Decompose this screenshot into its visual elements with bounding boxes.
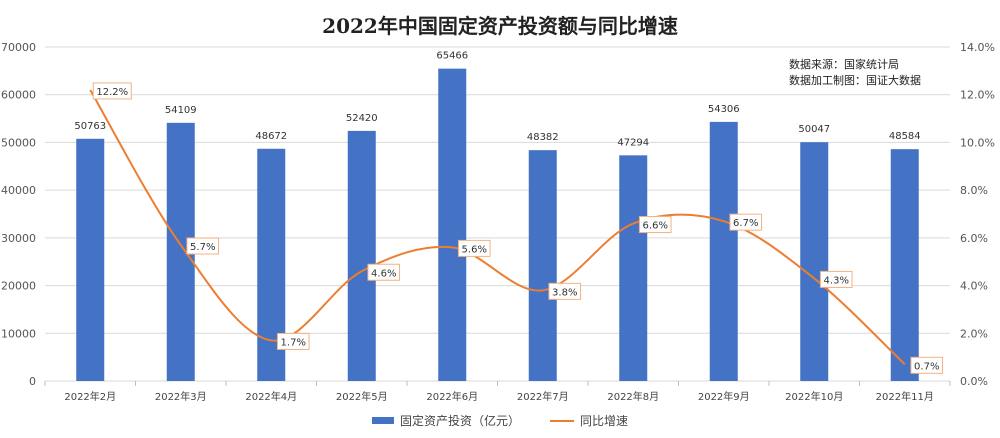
line-value-label: 1.7% xyxy=(281,337,306,348)
y-right-tick-label: 2.0% xyxy=(960,327,988,340)
line-label-box xyxy=(457,239,491,257)
bar xyxy=(890,149,919,381)
line-value-label: 3.8% xyxy=(552,287,577,298)
bar-value-label: 52420 xyxy=(346,113,378,124)
y-left-tick-label: 20000 xyxy=(1,280,36,293)
bar-value-label: 65466 xyxy=(436,51,468,62)
bar-value-label: 47294 xyxy=(617,137,649,148)
x-tick-label: 2022年3月 xyxy=(155,390,207,403)
x-tick-label: 2022年8月 xyxy=(607,390,659,403)
bar-value-label: 50047 xyxy=(798,124,830,135)
line-label-box xyxy=(638,216,672,234)
y-left-tick-label: 70000 xyxy=(1,41,36,54)
y-right-tick-label: 10.0% xyxy=(960,136,995,149)
y-left-tick-label: 50000 xyxy=(1,136,36,149)
y-right-tick-label: 12.0% xyxy=(960,89,995,102)
line-label-box xyxy=(186,237,220,255)
x-tick-label: 2022年10月 xyxy=(785,390,843,403)
growth-line xyxy=(89,89,906,366)
bar-value-label: 54109 xyxy=(165,105,197,116)
x-tick-label: 2022年9月 xyxy=(698,390,750,403)
bar xyxy=(619,155,648,381)
bar xyxy=(800,142,829,381)
line-value-label: 0.7% xyxy=(914,361,939,372)
processing-note: 数据加工制图：国证大数据 xyxy=(789,74,921,87)
y-right-tick-label: 6.0% xyxy=(960,232,988,245)
bar-swatch xyxy=(371,417,394,424)
y-left-tick-label: 30000 xyxy=(1,232,36,245)
x-tick-label: 2022年7月 xyxy=(517,390,569,403)
line-label-box xyxy=(910,356,944,374)
y-left-tick-label: 40000 xyxy=(1,184,36,197)
x-tick-label: 2022年5月 xyxy=(336,390,388,403)
bar xyxy=(528,150,557,381)
line-value-label: 5.7% xyxy=(190,242,215,253)
bar-value-label: 50763 xyxy=(74,121,106,132)
bar xyxy=(709,121,738,381)
source-note: 数据来源：国家统计局 xyxy=(789,58,899,71)
y-right-tick-label: 4.0% xyxy=(960,280,988,293)
line-value-label: 5.6% xyxy=(462,244,487,255)
x-tick-label: 2022年11月 xyxy=(876,390,934,403)
line-value-label: 6.7% xyxy=(733,218,758,229)
line-value-label: 4.6% xyxy=(371,268,396,279)
line-swatch xyxy=(550,419,574,422)
legend-item-bar: 固定资产投资（亿元） xyxy=(371,412,520,429)
line-label-box xyxy=(819,270,853,288)
bar-value-label: 54306 xyxy=(708,104,740,115)
y-left-tick-label: 10000 xyxy=(1,327,36,340)
line-label-box xyxy=(548,282,582,300)
bar xyxy=(347,130,376,381)
line-label-box xyxy=(729,213,763,231)
legend-label-bar: 固定资产投资（亿元） xyxy=(399,414,520,428)
line-value-label: 12.2% xyxy=(96,87,128,98)
y-right-tick-label: 8.0% xyxy=(960,184,988,197)
line-label-box xyxy=(92,82,132,100)
bar-value-label: 48584 xyxy=(889,131,921,142)
x-tick-label: 2022年2月 xyxy=(64,390,116,403)
legend-item-line: 同比增速 xyxy=(550,412,628,429)
bar xyxy=(438,68,467,381)
y-left-tick-label: 0 xyxy=(29,375,36,388)
y-right-tick-label: 14.0% xyxy=(960,41,995,54)
y-right-tick-label: 0.0% xyxy=(960,375,988,388)
bar xyxy=(76,138,105,381)
legend: 固定资产投资（亿元） 同比增速 xyxy=(0,412,1000,429)
line-label-box xyxy=(367,263,401,281)
line-value-label: 6.6% xyxy=(643,221,668,232)
x-tick-label: 2022年4月 xyxy=(245,390,297,403)
chart-title: 2022年中国固定资产投资额与同比增速 xyxy=(322,14,678,38)
line-value-label: 4.3% xyxy=(824,275,849,286)
y-left-tick-label: 60000 xyxy=(1,89,36,102)
line-label-box xyxy=(276,332,310,350)
legend-label-line: 同比增速 xyxy=(580,414,629,428)
bar-value-label: 48382 xyxy=(527,132,559,143)
x-tick-label: 2022年6月 xyxy=(426,390,478,403)
bar-value-label: 48672 xyxy=(255,131,287,142)
